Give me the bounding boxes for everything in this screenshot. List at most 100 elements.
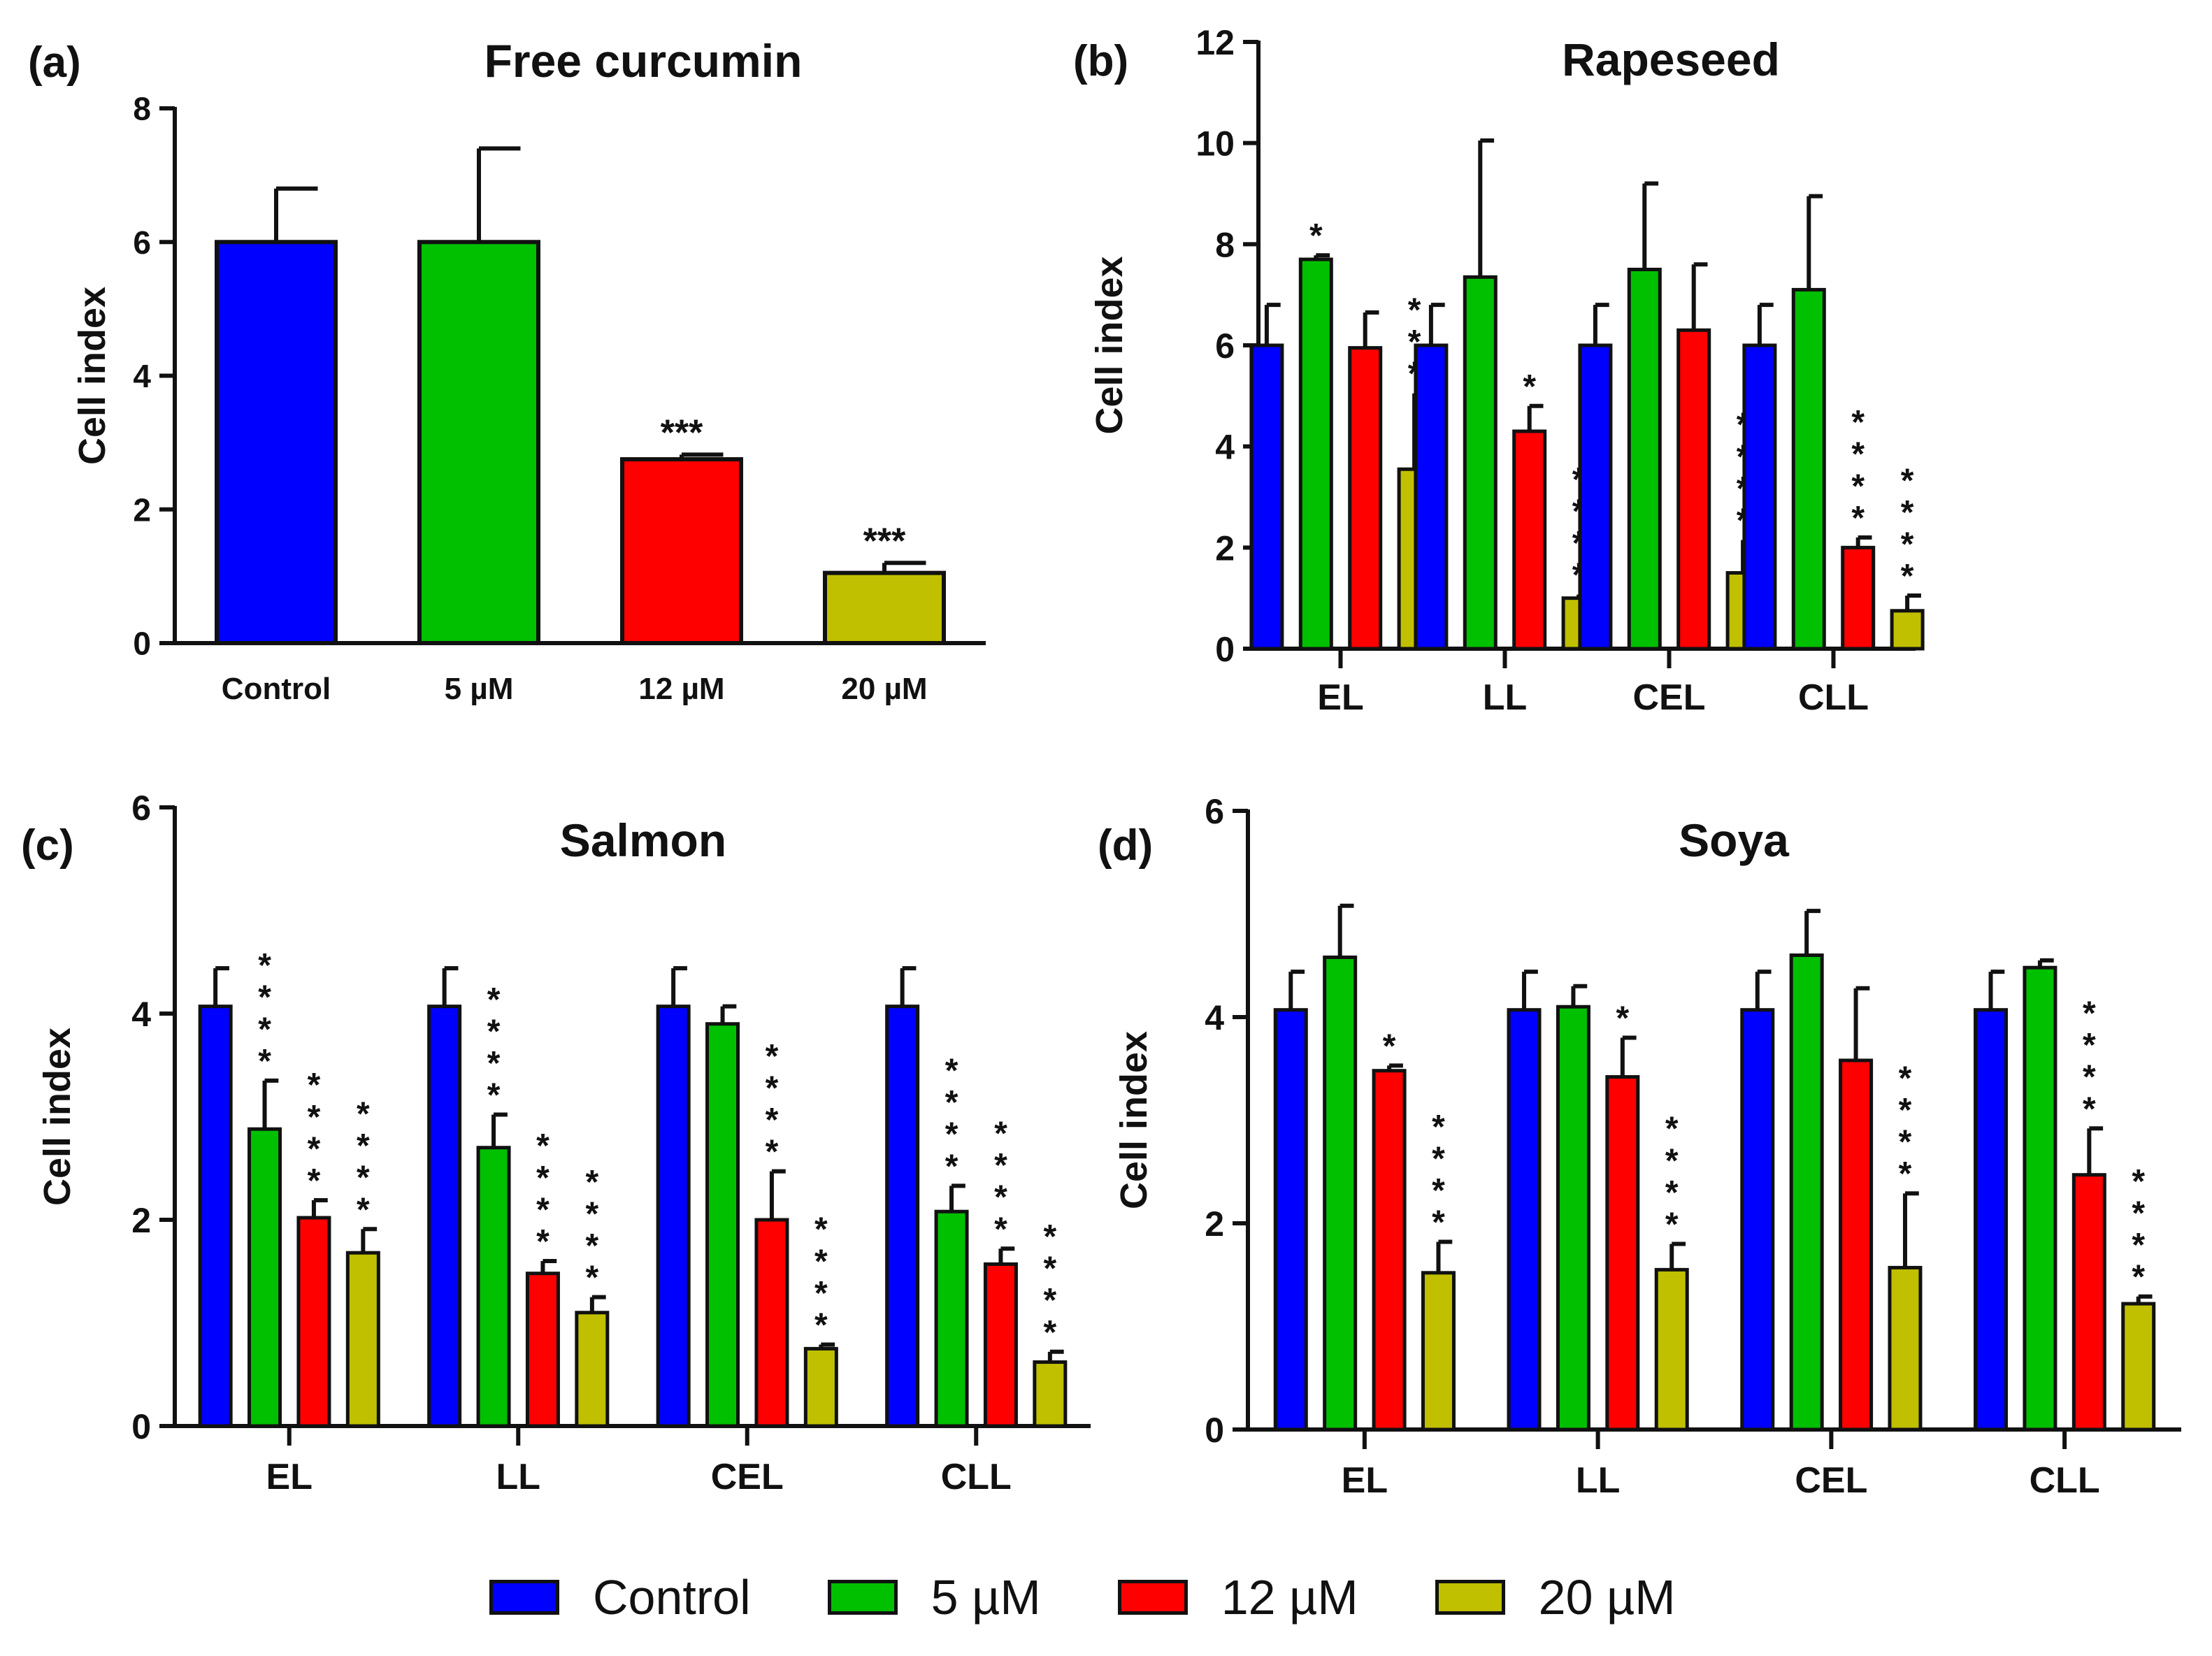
panel-d-significance: *: [1665, 1207, 1679, 1244]
panel-b-x-tick-label: LL: [1483, 677, 1528, 718]
panel-b-significance: *: [1851, 404, 1865, 441]
panel-c-significance: *: [814, 1306, 828, 1344]
legend-item-12um: 12 µM: [1117, 1569, 1358, 1625]
panel-b-bar: [1463, 275, 1498, 651]
panel-c-significance: *: [258, 1043, 271, 1080]
panel-b-significance: *: [1901, 494, 1914, 531]
panel-d-title: Soya: [1679, 814, 1790, 866]
panel-c-bar: [247, 1127, 282, 1428]
panel-b-bar: [1578, 343, 1613, 651]
panel-c-significance: *: [357, 1160, 370, 1197]
panel-c-bar: [803, 1346, 838, 1428]
panel-b-significance: *: [1851, 436, 1865, 473]
panel-b-significance: *: [1901, 558, 1914, 595]
panel-a-bar: [823, 570, 946, 645]
panel-c-significance: *: [308, 1162, 321, 1200]
panel-d-bar: [2071, 1173, 2106, 1432]
panel-d-bar: [1605, 1075, 1640, 1432]
panel-b-x-tick-label: EL: [1317, 677, 1363, 718]
panel-b-y-axis-label: Cell index: [1089, 256, 1130, 434]
legend-label-control: Control: [593, 1570, 751, 1625]
panel-c-bar: [1033, 1360, 1068, 1428]
panel-b-bar: [1676, 328, 1711, 651]
panel-c-y-axis-label: Cell index: [36, 1028, 78, 1206]
legend-swatch-20um: [1435, 1580, 1505, 1615]
panel-c-significance: *: [1044, 1218, 1057, 1255]
panel-d-x-tick-label: CLL: [2030, 1460, 2100, 1501]
panel-d-bar: [2023, 965, 2057, 1432]
panel-c-significance: *: [814, 1275, 828, 1312]
panel-c-bar: [983, 1262, 1018, 1428]
panel-d-significance: *: [1665, 1174, 1679, 1211]
panel-c-significance: *: [945, 1053, 958, 1090]
panel-d-significance: *: [1432, 1172, 1445, 1209]
panel-c-x-tick-label: LL: [496, 1457, 540, 1497]
panel-a-title: Free curcumin: [484, 35, 803, 87]
panel-d-bar: [1839, 1058, 1874, 1432]
panel-b-bar: [1627, 268, 1662, 651]
legend-item-5um: 5 µM: [827, 1569, 1041, 1625]
panel-a-y-tick-label: 0: [133, 626, 151, 662]
panel-d-bar: [1654, 1267, 1689, 1432]
panel-c-significance: *: [258, 947, 271, 984]
panel-c-significance: *: [994, 1116, 1007, 1153]
panel-d-significance: *: [2083, 1059, 2096, 1096]
panel-d-letter: (d): [1098, 821, 1153, 870]
panel-b-y-tick-label: 6: [1215, 326, 1235, 366]
panel-d-y-axis-label: Cell index: [1113, 1031, 1155, 1209]
panel-c-significance: *: [766, 1102, 779, 1139]
panel-b-bar: [1791, 287, 1826, 651]
panel-d-bar: [1273, 1008, 1308, 1432]
panel-c-significance: *: [536, 1128, 550, 1165]
panel-a-y-tick-label: 6: [133, 224, 151, 261]
panel-c-y-tick-label: 0: [131, 1407, 151, 1446]
panel-a-x-tick-label: 5 µM: [445, 672, 514, 706]
panel-b-significance: *: [1309, 217, 1323, 254]
panel-c-significance: *: [357, 1191, 370, 1228]
panel-d-bar: [1372, 1069, 1407, 1432]
panel-d-significance: *: [1665, 1142, 1679, 1179]
panel-b-bar: [1841, 545, 1876, 651]
panel-c-significance: *: [586, 1164, 599, 1201]
panel-b-significance: *: [1901, 462, 1914, 499]
panel-c-bar: [525, 1272, 560, 1428]
panel-d-significance: *: [2132, 1195, 2145, 1232]
panel-a-x-tick-label: 12 µM: [638, 672, 724, 706]
panel-b-y-tick-label: 2: [1215, 528, 1235, 568]
panel-a-y-tick-label: 4: [133, 358, 151, 394]
panel-d-bar: [1740, 1008, 1775, 1432]
panel-d-bar: [1323, 955, 1358, 1432]
panel-d-significance: *: [2132, 1163, 2145, 1200]
panel-a-significance: ***: [863, 521, 906, 561]
panel-d-significance: *: [1899, 1092, 1912, 1129]
panel-b-significance: *: [1851, 500, 1865, 537]
panel-c-x-tick-label: CEL: [711, 1457, 784, 1497]
panel-b-significance: *: [1408, 292, 1421, 329]
panel-d-y-tick-label: 2: [1205, 1204, 1224, 1244]
panel-b-bar: [1890, 609, 1925, 651]
panel-c-significance: *: [586, 1227, 599, 1265]
panel-c-bar: [476, 1146, 511, 1428]
panel-c-bar: [198, 1005, 233, 1428]
panel-a-x-tick-label: 20 µM: [841, 672, 927, 706]
panel-c-significance: *: [994, 1147, 1007, 1184]
panel-c-significance: *: [1044, 1251, 1057, 1288]
panel-c-significance: *: [766, 1134, 779, 1171]
panel-c-significance: *: [766, 1070, 779, 1107]
legend-label-5um: 5 µM: [931, 1570, 1041, 1625]
panel-c-x-tick-label: CLL: [941, 1457, 1012, 1497]
panel-b-bar: [1298, 257, 1333, 651]
panel-b-y-tick-label: 12: [1195, 23, 1235, 62]
panel-d-significance: *: [1899, 1060, 1912, 1097]
legend-label-12um: 12 µM: [1221, 1570, 1358, 1625]
panel-d-bar: [2121, 1302, 2156, 1432]
panel-d-significance: *: [2132, 1227, 2145, 1264]
panel-d-significance: *: [1432, 1140, 1445, 1177]
panel-c-significance: *: [945, 1148, 958, 1185]
panel-c-significance: *: [536, 1160, 550, 1197]
panel-d-significance: *: [1616, 1000, 1629, 1037]
panel-b-bar: [1512, 429, 1547, 651]
panel-d-significance: *: [1899, 1124, 1912, 1161]
panel-d-bar: [1888, 1265, 1923, 1432]
